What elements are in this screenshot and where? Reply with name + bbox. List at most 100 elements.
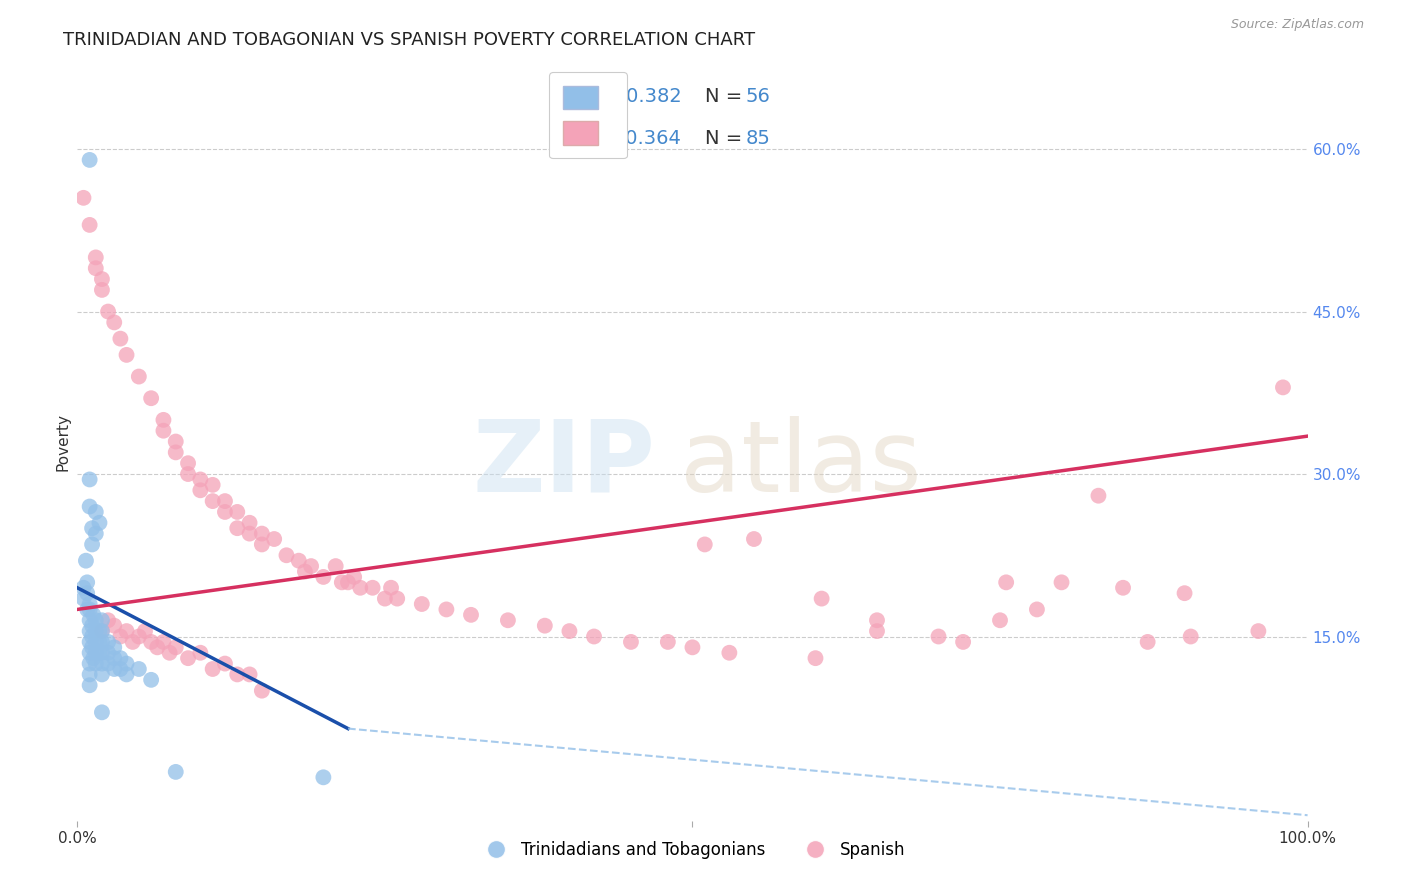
Text: R =: R = bbox=[574, 128, 616, 148]
Point bbox=[79, 473, 101, 487]
Point bbox=[330, 575, 353, 590]
Point bbox=[103, 651, 125, 665]
Point bbox=[141, 635, 163, 649]
Point bbox=[385, 591, 409, 606]
Text: N =: N = bbox=[704, 87, 748, 106]
Point bbox=[84, 635, 107, 649]
Point bbox=[1087, 489, 1109, 503]
Point bbox=[276, 548, 298, 563]
Point bbox=[1180, 630, 1202, 644]
Point bbox=[84, 657, 107, 671]
Point bbox=[103, 640, 125, 655]
Point bbox=[928, 630, 950, 644]
Point bbox=[82, 618, 104, 632]
Point bbox=[239, 667, 262, 681]
Point bbox=[82, 630, 104, 644]
Point bbox=[866, 624, 889, 639]
Point bbox=[72, 191, 94, 205]
Point bbox=[952, 635, 974, 649]
Point bbox=[82, 537, 104, 551]
Point bbox=[657, 635, 679, 649]
Point bbox=[79, 678, 101, 692]
Point bbox=[201, 478, 224, 492]
Point bbox=[90, 624, 114, 639]
Point bbox=[90, 657, 114, 671]
Point bbox=[75, 554, 97, 568]
Point bbox=[226, 505, 249, 519]
Text: -0.382: -0.382 bbox=[619, 87, 682, 106]
Point bbox=[110, 651, 132, 665]
Point bbox=[89, 516, 111, 530]
Point bbox=[810, 591, 832, 606]
Point bbox=[263, 532, 285, 546]
Text: 56: 56 bbox=[745, 87, 770, 106]
Point bbox=[250, 526, 273, 541]
Point bbox=[558, 624, 581, 639]
Legend: Trinidadians and Tobagonians, Spanish: Trinidadians and Tobagonians, Spanish bbox=[472, 834, 912, 865]
Point bbox=[361, 581, 384, 595]
Point bbox=[866, 613, 889, 627]
Point bbox=[72, 581, 94, 595]
Point bbox=[693, 537, 716, 551]
Point bbox=[1112, 581, 1135, 595]
Point bbox=[325, 559, 347, 574]
Text: TRINIDADIAN AND TOBAGONIAN VS SPANISH POVERTY CORRELATION CHART: TRINIDADIAN AND TOBAGONIAN VS SPANISH PO… bbox=[63, 31, 755, 49]
Point bbox=[214, 657, 236, 671]
Point bbox=[152, 635, 174, 649]
Point bbox=[380, 581, 402, 595]
Point bbox=[411, 597, 433, 611]
Point bbox=[84, 624, 107, 639]
Point bbox=[115, 348, 138, 362]
Point bbox=[76, 575, 98, 590]
Text: ZIP: ZIP bbox=[472, 416, 655, 513]
Point bbox=[97, 646, 120, 660]
Point bbox=[374, 591, 396, 606]
Point bbox=[90, 646, 114, 660]
Point bbox=[214, 494, 236, 508]
Text: atlas: atlas bbox=[681, 416, 922, 513]
Point bbox=[1174, 586, 1197, 600]
Point bbox=[146, 640, 169, 655]
Point bbox=[294, 565, 316, 579]
Text: 85: 85 bbox=[745, 128, 770, 148]
Point bbox=[128, 630, 150, 644]
Point bbox=[103, 618, 125, 632]
Point bbox=[90, 613, 114, 627]
Point bbox=[141, 391, 163, 405]
Point bbox=[72, 591, 94, 606]
Point bbox=[214, 505, 236, 519]
Point bbox=[337, 575, 360, 590]
Point bbox=[742, 532, 765, 546]
Point bbox=[1026, 602, 1049, 616]
Point bbox=[115, 657, 138, 671]
Point bbox=[152, 413, 174, 427]
Point bbox=[89, 635, 111, 649]
Point bbox=[226, 667, 249, 681]
Point bbox=[239, 516, 262, 530]
Point bbox=[79, 613, 101, 627]
Point bbox=[84, 526, 107, 541]
Point bbox=[97, 613, 120, 627]
Point bbox=[496, 613, 519, 627]
Text: R =: R = bbox=[574, 87, 616, 106]
Point bbox=[152, 424, 174, 438]
Point bbox=[226, 521, 249, 535]
Point bbox=[718, 646, 741, 660]
Point bbox=[134, 624, 156, 639]
Point bbox=[79, 602, 101, 616]
Point bbox=[84, 261, 107, 276]
Point bbox=[90, 635, 114, 649]
Point bbox=[177, 467, 200, 481]
Point bbox=[188, 483, 212, 498]
Point bbox=[1247, 624, 1270, 639]
Point bbox=[79, 624, 101, 639]
Point bbox=[84, 613, 107, 627]
Point bbox=[110, 662, 132, 676]
Point bbox=[620, 635, 643, 649]
Point bbox=[312, 770, 335, 784]
Point bbox=[84, 251, 107, 265]
Point bbox=[349, 581, 371, 595]
Point bbox=[141, 673, 163, 687]
Point bbox=[97, 304, 120, 318]
Point bbox=[79, 153, 101, 167]
